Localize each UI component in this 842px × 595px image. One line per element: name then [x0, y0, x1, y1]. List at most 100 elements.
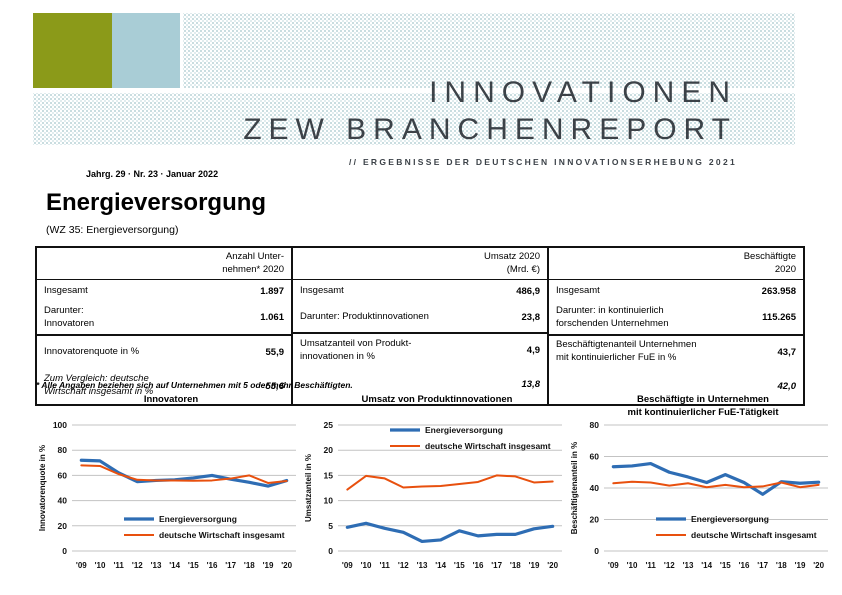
table-footnote: * Alle Angaben beziehen sich auf Unterne… — [36, 380, 353, 390]
brand-square-blue — [112, 13, 180, 88]
chart-title: Umsatz von Produktinnovationen — [361, 394, 513, 405]
row-value: 55,9 — [265, 346, 285, 358]
x-tick-label: '15 — [454, 561, 465, 570]
legend-label: deutsche Wirtschaft insgesamt — [425, 441, 551, 451]
x-tick-label: '20 — [281, 561, 292, 570]
legend-label: Energieversorgung — [425, 425, 503, 435]
x-tick-label: '09 — [76, 561, 87, 570]
y-tick-label: 0 — [62, 546, 67, 556]
legend-label: deutsche Wirtschaft insgesamt — [691, 530, 817, 540]
row-value: 486,9 — [516, 285, 540, 297]
row-value: 43,7 — [777, 346, 797, 358]
table-row: Umsatzanteil von Produkt- innovationen i… — [293, 334, 547, 367]
table-row: Darunter: in kontinuierlich forschenden … — [549, 302, 803, 336]
x-tick-label: '15 — [188, 561, 199, 570]
chart-beschaeftigte-fue: Beschäftigte in Unternehmen mit kontinui… — [568, 391, 838, 581]
column-header-turnover: Umsatz 2020 (Mrd. €) — [293, 248, 547, 280]
y-tick-label: 40 — [590, 483, 600, 493]
table-group-turnover: Umsatz 2020 (Mrd. €) Insgesamt 486,9 Dar… — [291, 248, 547, 404]
series-line — [612, 480, 820, 489]
x-tick-label: '17 — [491, 561, 502, 570]
dot-pattern-band-top — [183, 13, 795, 88]
x-tick-label: '15 — [720, 561, 731, 570]
series-line — [80, 464, 288, 484]
page-subtitle: (WZ 35: Energieversorgung) — [46, 224, 179, 236]
row-label: Zum Vergleich: deutsche Wirtschaft insge… — [44, 373, 154, 398]
page-title: Energieversorgung — [46, 189, 267, 216]
row-value: 115.265 — [762, 312, 796, 324]
x-tick-label: '16 — [207, 561, 218, 570]
y-tick-label: 20 — [324, 445, 334, 455]
x-tick-label: '16 — [739, 561, 750, 570]
x-tick-label: '17 — [757, 561, 768, 570]
row-value: 263.958 — [761, 285, 796, 297]
x-tick-label: '10 — [627, 561, 638, 570]
x-tick-label: '13 — [683, 561, 694, 570]
row-value: 1.897 — [260, 285, 284, 297]
masthead-title-line2: ZEW BRANCHENREPORT — [243, 113, 737, 146]
row-label: Beschäftigtenanteil Unternehmen mit kont… — [556, 339, 697, 364]
table-row: Insgesamt 486,9 — [293, 280, 547, 302]
key-figures-table: Anzahl Unter- nehmen* 2020 Insgesamt 1.8… — [35, 246, 805, 406]
table-group-employees: Beschäftigte 2020 Insgesamt 263.958 Daru… — [547, 248, 803, 404]
x-tick-label: '18 — [776, 561, 787, 570]
x-tick-label: '14 — [169, 561, 180, 570]
table-row: Darunter: Produktinnovationen 23,8 — [293, 302, 547, 334]
x-tick-label: '11 — [645, 561, 656, 570]
row-label: Umsatzanteil von Produkt- innovationen i… — [300, 337, 412, 362]
x-tick-label: '13 — [151, 561, 162, 570]
y-tick-label: 25 — [324, 420, 334, 430]
masthead-title-line1: INNOVATIONEN — [429, 76, 737, 109]
table-row: Beschäftigtenanteil Unternehmen mit kont… — [549, 336, 803, 369]
x-tick-label: '18 — [510, 561, 521, 570]
series-line — [611, 461, 821, 496]
y-tick-label: 20 — [58, 521, 68, 531]
y-tick-label: 20 — [590, 515, 600, 525]
row-label: Darunter: Produktinnovationen — [300, 310, 429, 322]
y-axis-label: Umsatzanteil in % — [304, 454, 313, 522]
row-label: Innovatorenquote in % — [44, 345, 140, 357]
table-row: Darunter: Innovatoren 1.061 — [37, 302, 291, 336]
x-tick-label: '17 — [225, 561, 236, 570]
x-tick-label: '10 — [95, 561, 106, 570]
row-value: 55,6 — [265, 380, 285, 392]
y-tick-label: 5 — [328, 521, 333, 531]
x-tick-label: '11 — [113, 561, 124, 570]
row-value: 42,0 — [777, 380, 797, 392]
table-row-comparison: 13,8 — [293, 367, 547, 402]
chart-title: Innovatoren — [143, 394, 199, 405]
x-tick-label: '09 — [342, 561, 353, 570]
chart-umsatz-plot: 0 5 10 15 20 25 '09 '10 '11 '12 '13 '14 '15 '16 '17 '18… — [304, 420, 562, 570]
row-label: Insgesamt — [300, 284, 344, 296]
table-row: Innovatorenquote in % 55,9 — [37, 336, 291, 369]
row-label: Insgesamt — [44, 284, 88, 296]
table-row-comparison: 42,0 — [549, 369, 803, 404]
y-axis-label: Beschäftigtenanteil in % — [570, 442, 579, 534]
y-tick-label: 60 — [58, 470, 68, 480]
row-value: 4,9 — [526, 345, 540, 356]
chart-innovatoren-plot: 0 20 40 60 80 100 '09 '10 '11 '12 '13 '14 '15 '16 '17 '… — [38, 420, 296, 570]
y-tick-label: 10 — [324, 496, 334, 506]
row-value: 23,8 — [521, 311, 541, 323]
y-tick-label: 40 — [58, 496, 68, 506]
table-row: Insgesamt 263.958 — [549, 280, 803, 302]
legend-label: Energieversorgung — [159, 514, 237, 524]
column-header-employees: Beschäftigte 2020 — [549, 248, 803, 280]
y-tick-label: 0 — [594, 546, 599, 556]
chart-title: Beschäftigte in Unternehmen mit kontinui… — [627, 394, 779, 418]
masthead-subtitle: // ERGEBNISSE DER DEUTSCHEN INNOVATIONSE… — [348, 157, 737, 167]
y-tick-label: 15 — [324, 470, 334, 480]
row-value: 1.061 — [260, 312, 284, 324]
x-tick-label: '19 — [529, 561, 540, 570]
x-tick-label: '19 — [795, 561, 806, 570]
column-header-enterprises: Anzahl Unter- nehmen* 2020 — [37, 248, 291, 280]
legend-label: Energieversorgung — [691, 514, 769, 524]
x-tick-label: '14 — [701, 561, 712, 570]
x-tick-label: '20 — [547, 561, 558, 570]
brand-square-olive — [33, 13, 112, 88]
x-tick-label: '11 — [379, 561, 390, 570]
row-value: 13,8 — [521, 379, 541, 390]
chart-beschaeftigte-plot: 0 20 40 60 80 '09 '10 '11 '12 '13 '14 '15 '16 '17 '18 '… — [570, 420, 828, 570]
x-tick-label: '16 — [473, 561, 484, 570]
chart-umsatz-produktinnovationen: Umsatz von Produktinnovationen 0 5 10 15 20 2… — [302, 391, 572, 581]
